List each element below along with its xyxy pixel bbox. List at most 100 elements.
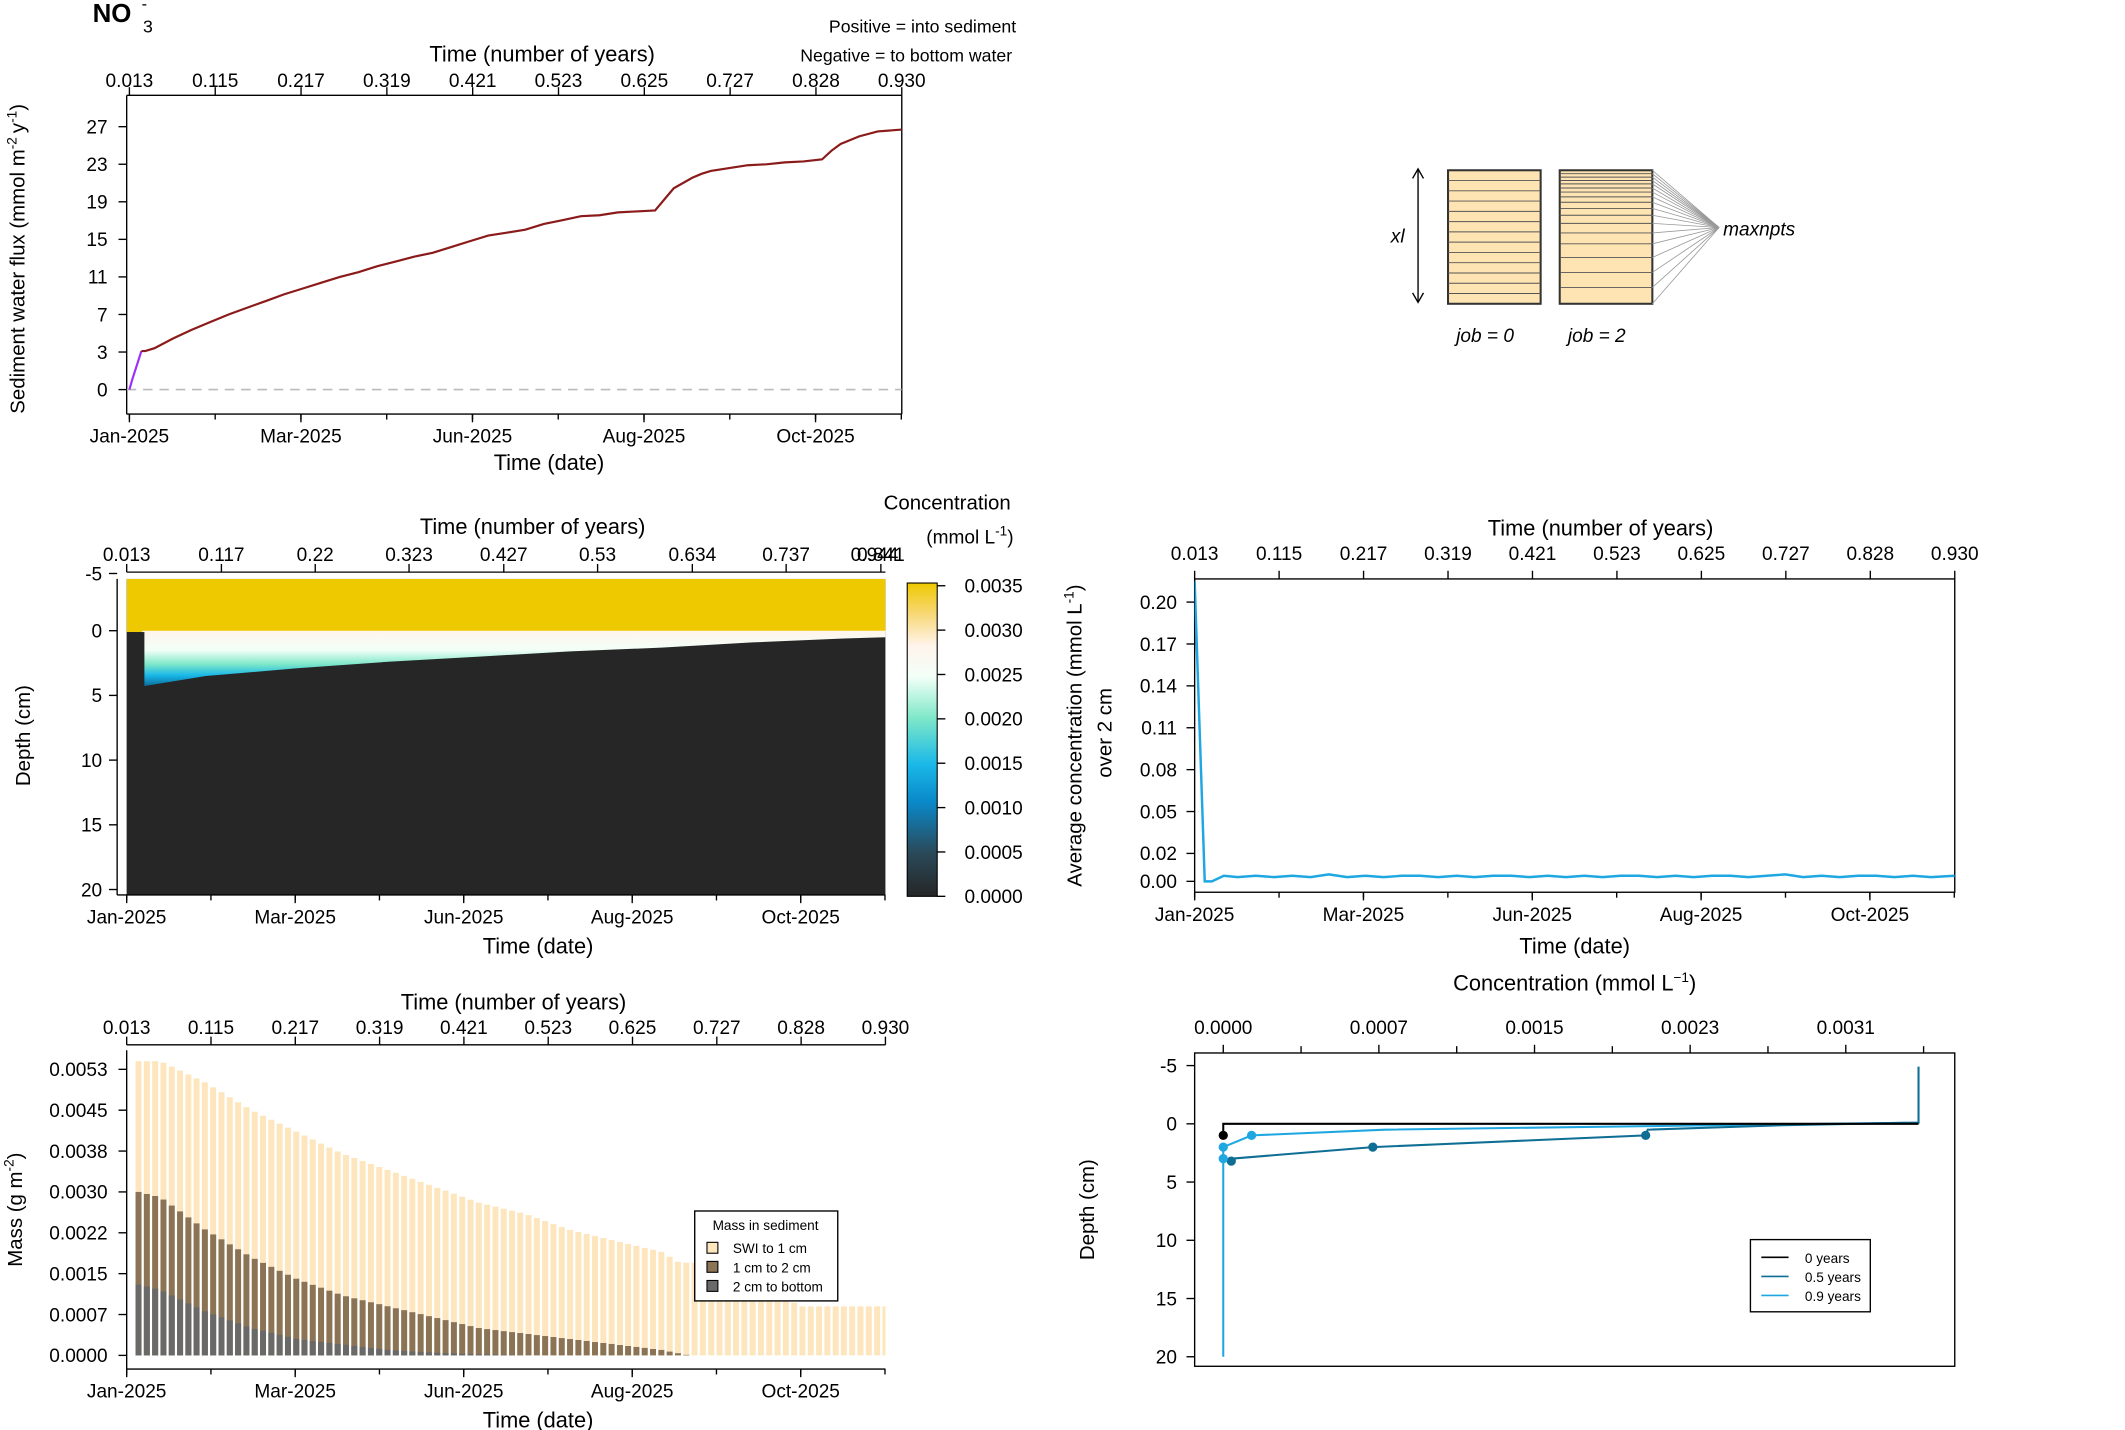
mass-bar-bottom	[443, 1353, 449, 1355]
job0-grid	[1448, 170, 1541, 303]
mass-x-tick-label: Oct-2025	[762, 1382, 840, 1403]
heatmap-x2-tick-label: 0.323	[385, 545, 433, 566]
avg-y-tick-label: 0.14	[1140, 677, 1177, 698]
avg-x2-tick-label: 0.421	[1509, 544, 1557, 565]
colorbar-tick-label: 0.0025	[964, 665, 1022, 686]
mass-bar-swi	[808, 1306, 814, 1355]
mass-bar-swi	[675, 1262, 681, 1356]
mass-bar-bottom	[235, 1323, 241, 1355]
avg-y-tick-label: 0.08	[1140, 760, 1177, 781]
profile-plot-frame	[1195, 1053, 1955, 1366]
colorbar-tick-label: 0.0010	[964, 798, 1022, 819]
mass-bar-swi	[542, 1221, 548, 1355]
maxnpts-line	[1652, 197, 1719, 228]
heatmap-y-tick-label: 20	[81, 880, 102, 901]
mass-bar-swi	[600, 1238, 606, 1355]
mass-bar-mid	[418, 1314, 424, 1355]
profile-y-tick-label: 15	[1156, 1289, 1177, 1310]
profile-point	[1219, 1154, 1228, 1163]
mass-panel: Time (number of years) Time (date) Mass …	[2, 989, 910, 1430]
flux-panel: Positive = into sediment Negative = to b…	[4, 17, 1016, 475]
mass-y-tick-label: 0.0045	[49, 1101, 107, 1122]
heatmap-x-tick-label: Aug-2025	[591, 908, 674, 929]
mass-bar-bottom	[501, 1355, 507, 1356]
mass-bar-bottom	[335, 1344, 341, 1355]
mass-legend-label-swi: SWI to 1 cm	[733, 1241, 807, 1256]
mass-bar-mid	[550, 1337, 556, 1355]
mass-bar-bottom	[492, 1355, 498, 1356]
avg-y-tick-label: 0.05	[1140, 802, 1177, 823]
mass-bar-mid	[642, 1348, 648, 1355]
mass-bar-bottom	[144, 1287, 150, 1356]
mass-bar-bottom	[227, 1320, 233, 1355]
colorbar	[907, 583, 937, 896]
mass-marks	[136, 1061, 889, 1355]
mass-bar-mid	[426, 1316, 432, 1355]
avg-y-axis-title: Average concentration (mmol L-1)	[1061, 584, 1086, 886]
flux-y-axis-title: Sediment water flux (mmol m-2y-1)	[4, 104, 29, 414]
flux-y-tick-label: 15	[86, 230, 107, 251]
mass-bar-bottom	[185, 1303, 191, 1355]
heatmap-y-axis-title: Depth (cm)	[13, 685, 35, 786]
profile-legend: 0 years 0.5 years 0.9 years	[1750, 1240, 1870, 1312]
profile-y-tick-label: 0	[1166, 1115, 1177, 1136]
mass-bar-swi	[858, 1306, 864, 1355]
mass-bar-swi	[534, 1218, 540, 1355]
mass-bar-bottom	[177, 1299, 183, 1355]
mass-bar-swi	[833, 1306, 839, 1355]
mass-bar-mid	[683, 1355, 689, 1356]
job0-label: job = 0	[1453, 326, 1514, 347]
mass-y-tick-label: 0.0015	[49, 1264, 107, 1285]
mass-bar-bottom	[218, 1317, 224, 1355]
profile-y-tick-label: 10	[1156, 1231, 1177, 1252]
mass-bar-swi	[550, 1224, 556, 1355]
mass-bar-mid	[468, 1326, 474, 1355]
flux-marks	[127, 130, 902, 390]
mass-bar-mid	[658, 1350, 664, 1355]
mass-bar-mid	[633, 1347, 639, 1355]
profile-x2-tick-label: 0.0023	[1661, 1018, 1719, 1039]
flux-x2-tick-label: 0.727	[706, 71, 754, 92]
mass-bar-swi	[575, 1232, 581, 1355]
flux-x2-tick-label: 0.828	[792, 71, 840, 92]
avg-x-tick-label: Jun-2025	[1493, 905, 1572, 926]
species-name: NO	[93, 0, 132, 28]
job2-label: job = 2	[1565, 326, 1626, 347]
profile-point	[1247, 1131, 1256, 1140]
colorbar-tick-label: 0.0015	[964, 754, 1022, 775]
heatmap-x-tick-label: Mar-2025	[254, 908, 336, 929]
mass-bar-mid	[617, 1345, 623, 1355]
mass-bar-mid	[650, 1349, 656, 1355]
mass-y-tick-label: 0.0022	[49, 1224, 107, 1245]
flux-y-tick-label: 19	[86, 193, 107, 214]
mass-bar-mid	[484, 1329, 490, 1355]
mass-bar-swi	[841, 1306, 847, 1355]
profile-y-tick-label: 20	[1156, 1348, 1177, 1369]
mass-bar-swi	[849, 1306, 855, 1355]
avg-y-tick-label: 0.20	[1140, 593, 1177, 614]
colorbar-tick-label: 0.0030	[964, 621, 1022, 642]
heatmap-x2-tick-label: 0.117	[198, 545, 244, 566]
colorbar-tick-label: 0.0005	[964, 843, 1022, 864]
mass-bar-bottom	[409, 1351, 415, 1355]
grid-diagram: xl maxnpts job = 0 job = 2	[1390, 169, 1796, 347]
mass-bar-bottom	[376, 1349, 382, 1356]
mass-legend-swatch-bottom	[707, 1280, 718, 1291]
maxnpts-lines	[1652, 170, 1719, 303]
mass-bar-mid	[584, 1341, 590, 1355]
heatmap-y-tick-label: 15	[81, 816, 102, 837]
flux-y-tick-label: 7	[97, 305, 108, 326]
mass-y-tick-label: 0.0007	[49, 1305, 107, 1326]
mass-y-tick-label: 0.0038	[49, 1142, 107, 1163]
mass-bar-swi	[799, 1306, 805, 1355]
profile-legend-label-09: 0.9 years	[1805, 1289, 1861, 1304]
heatmap-x2-tick-label: 0.427	[480, 545, 528, 566]
mass-bar-mid	[526, 1334, 532, 1355]
mass-bar-bottom	[293, 1339, 299, 1355]
mass-bar-swi	[617, 1242, 623, 1355]
avg-x2-tick-label: 0.319	[1424, 544, 1472, 565]
mass-bar-mid	[567, 1339, 573, 1355]
mass-bar-mid	[592, 1342, 598, 1355]
flux-y-tick-label: 23	[86, 155, 107, 176]
